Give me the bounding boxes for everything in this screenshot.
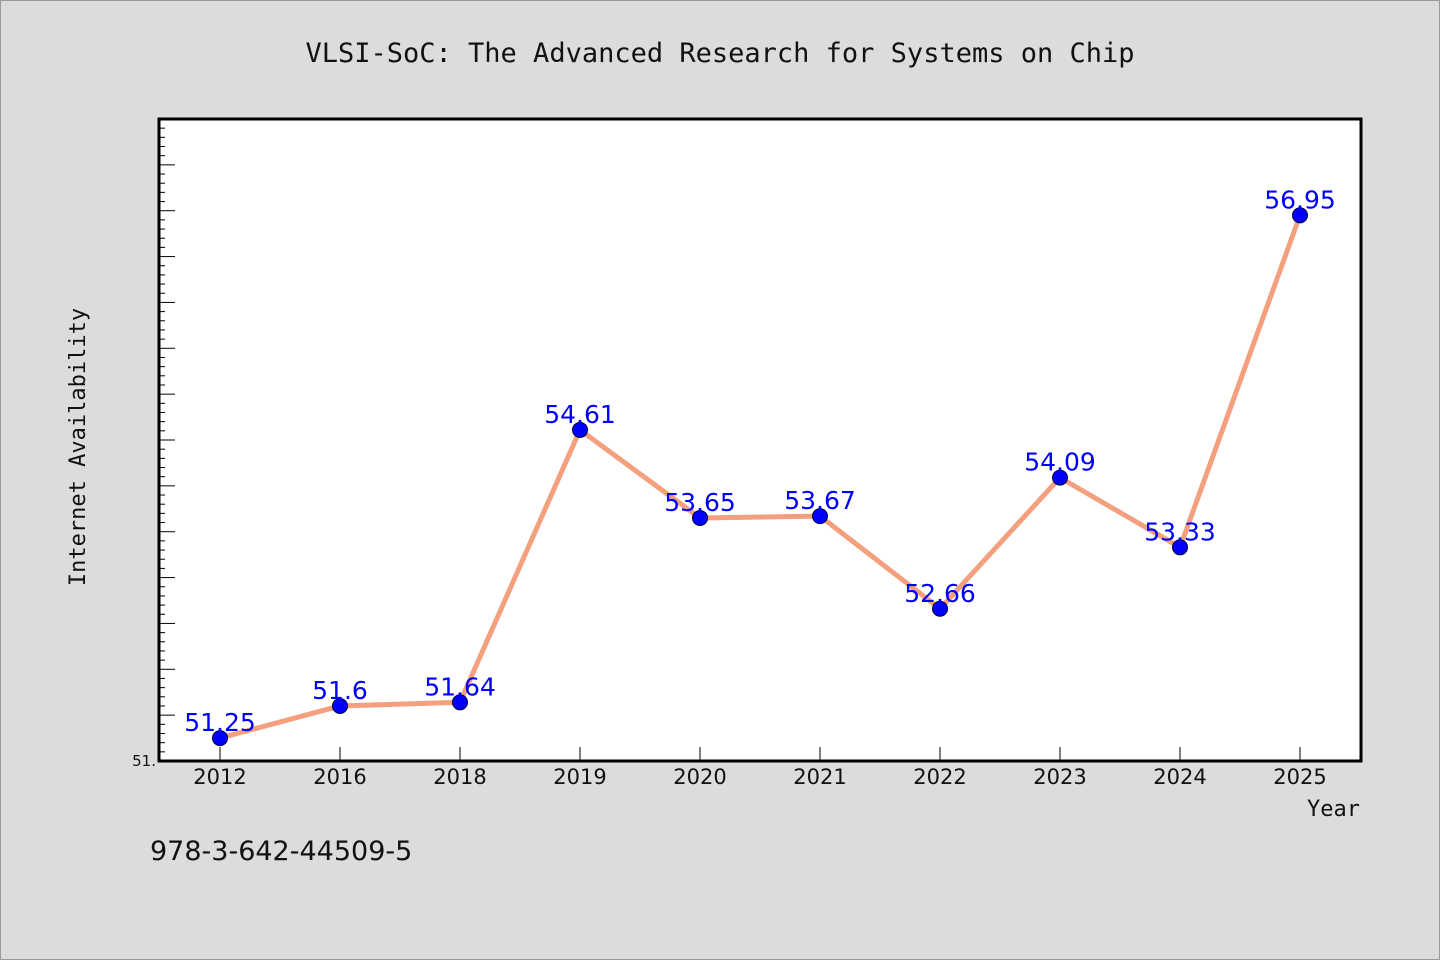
data-label: 53.33 bbox=[1144, 517, 1216, 546]
data-label: 51.6 bbox=[312, 676, 368, 705]
x-axis-label: Year bbox=[1307, 797, 1360, 822]
data-point bbox=[932, 600, 948, 617]
data-point bbox=[452, 694, 468, 711]
x-axis-ticks: 2012 2016 2018 2019 2020 2021 2022 2023 2024 2025 bbox=[193, 747, 1327, 789]
chart-title: VLSI-SoC: The Advanced Research for Syst… bbox=[305, 38, 1134, 69]
data-label: 54.09 bbox=[1024, 448, 1096, 477]
x-tick-label: 2016 bbox=[313, 765, 366, 789]
x-tick-label: 2024 bbox=[1153, 765, 1206, 789]
data-point bbox=[332, 697, 348, 714]
x-tick-label: 2022 bbox=[913, 765, 966, 789]
y-tick-label: 51. bbox=[132, 752, 156, 770]
isbn-code: 978-3-642-44509-5 bbox=[150, 836, 413, 867]
data-label: 52.66 bbox=[904, 579, 976, 608]
data-label: 56.95 bbox=[1264, 185, 1336, 214]
x-tick-label: 2025 bbox=[1273, 765, 1326, 789]
data-label: 51.64 bbox=[424, 672, 496, 701]
series-layer bbox=[212, 207, 1308, 747]
data-point bbox=[692, 509, 708, 526]
data-point bbox=[1052, 469, 1068, 486]
x-tick-label: 2018 bbox=[433, 765, 486, 789]
data-labels: 51.25 51.6 51.64 54.61 53.65 53.67 52.66 54.09 5… bbox=[184, 185, 1336, 737]
series-line bbox=[217, 212, 1303, 741]
data-point bbox=[572, 421, 588, 438]
data-point bbox=[1292, 207, 1308, 224]
data-label: 54.61 bbox=[544, 400, 616, 429]
y-axis-ticks: 51. bbox=[132, 127, 175, 770]
x-tick-label: 2020 bbox=[673, 765, 726, 789]
data-label: 51.25 bbox=[184, 708, 256, 737]
x-tick-label: 2012 bbox=[193, 765, 246, 789]
data-point bbox=[212, 730, 228, 747]
plot-area bbox=[157, 117, 1363, 763]
data-label: 53.67 bbox=[784, 486, 856, 515]
x-tick-label: 2023 bbox=[1033, 765, 1086, 789]
data-label: 53.65 bbox=[664, 488, 736, 517]
data-point bbox=[1172, 539, 1188, 556]
x-tick-label: 2019 bbox=[553, 765, 606, 789]
y-axis-label: Internet Availability bbox=[66, 308, 91, 586]
x-tick-label: 2021 bbox=[793, 765, 846, 789]
data-point bbox=[812, 508, 828, 525]
